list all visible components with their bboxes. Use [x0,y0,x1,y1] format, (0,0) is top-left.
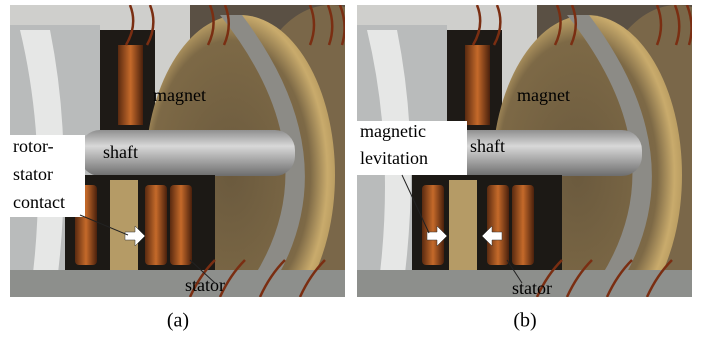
shaft-label: shaft [470,136,505,156]
rotor-block [110,180,138,270]
photo-panel: magnet shaft stator magnetic levitation [357,5,701,335]
note-label: stator [13,164,53,184]
coil-winding [487,185,509,265]
stator-label: stator [512,278,552,298]
magnet-label: magnet [153,85,206,105]
coil-winding [512,185,534,265]
rotor-block [449,180,477,270]
top-winding [465,45,490,125]
note-label: rotor- [13,136,54,156]
base-plate [10,270,345,297]
caption: (a) [167,310,189,332]
note-label: contact [13,192,65,212]
note-label: levitation [360,148,428,168]
caption: (b) [513,310,536,332]
figure: magnet shaft stator rotor-stator contact (a) m… [0,0,701,339]
note-label: magnetic [360,121,426,141]
coil-winding [170,185,192,265]
shaft-label: shaft [103,142,138,162]
stator-label: stator [185,275,225,295]
top-winding [118,45,143,125]
magnet-label: magnet [517,85,570,105]
coil-winding [145,185,167,265]
